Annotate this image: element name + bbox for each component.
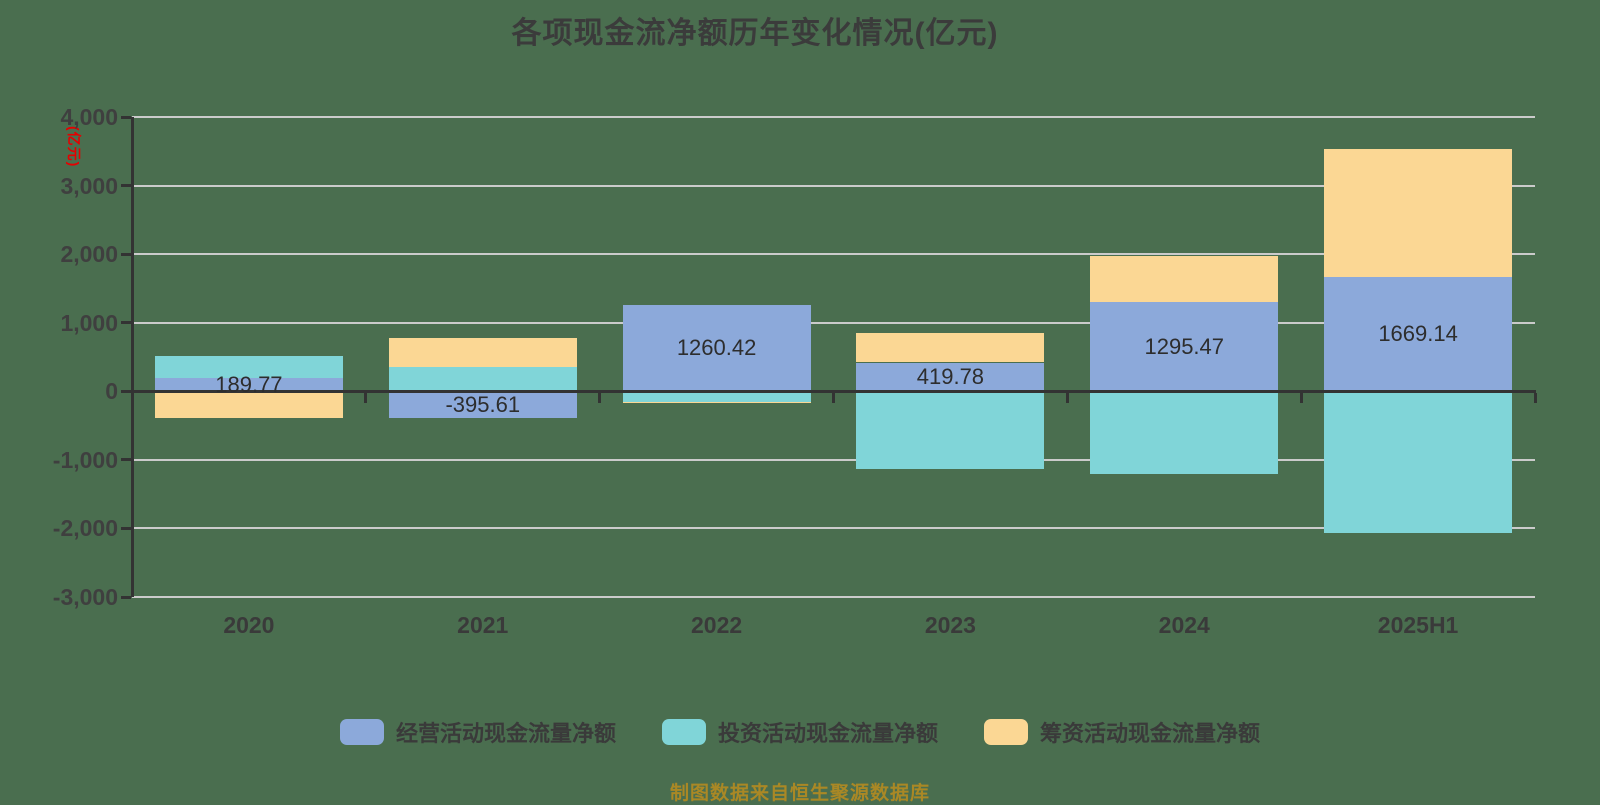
x-tick-label: 2024 (1158, 612, 1210, 638)
x-tick-label: 2022 (690, 612, 743, 638)
bar-segment-financing[interactable] (388, 338, 577, 367)
gridline (132, 458, 1535, 461)
gridline (132, 116, 1535, 118)
bar-segment-financing[interactable] (622, 401, 811, 404)
bar-segment-investing[interactable] (154, 356, 343, 379)
legend-label: 投资活动现金流量净额 (717, 721, 938, 746)
bar-segment-investing[interactable] (856, 391, 1045, 470)
bar-value-label: 1669.14 (1378, 321, 1458, 347)
x-axis-tick (1533, 392, 1537, 403)
x-axis-tick (598, 392, 602, 403)
x-axis-tick (832, 392, 835, 403)
y-axis-tick (121, 321, 131, 325)
gridline (132, 321, 1535, 324)
x-tick-label: 2020 (223, 612, 275, 638)
legend-swatch-operating (339, 719, 384, 745)
bar-segment-investing[interactable] (1090, 391, 1279, 474)
y-tick-label: 0 (105, 378, 118, 405)
y-axis-tick (121, 458, 131, 462)
chart-title: 各项现金流净额历年变化情况(亿元) (511, 17, 999, 50)
bar-segment-investing[interactable] (1324, 391, 1513, 533)
bar-segment-operating[interactable] (1090, 302, 1279, 392)
y-tick-label: -2,000 (52, 515, 118, 542)
legend-item-financing[interactable]: 筹资活动现金流量净额 (984, 716, 1260, 748)
bar-value-label: 419.78 (916, 363, 985, 389)
legend-item-operating[interactable]: 经营活动现金流量净额 (339, 716, 616, 748)
bar-value-label: 1295.47 (1144, 333, 1225, 359)
x-axis-line (131, 389, 1536, 393)
gridline (132, 527, 1535, 530)
y-axis-tick (121, 184, 131, 188)
x-tick-label: 2021 (457, 612, 509, 638)
x-axis-tick (1299, 392, 1303, 403)
bar-value-label: 189.77 (215, 371, 283, 397)
x-tick-label: 2023 (924, 612, 976, 638)
y-axis-tick (121, 252, 131, 256)
gridline (132, 596, 1535, 598)
legend-swatch-financing (984, 719, 1028, 745)
bar-value-label: 1260.42 (676, 335, 757, 361)
y-tick-label: 2,000 (60, 241, 118, 268)
bar-value-label: -395.61 (445, 391, 521, 417)
legend-swatch-investing (661, 719, 706, 745)
bar-segment-financing[interactable] (856, 333, 1045, 363)
bar-segment-financing[interactable] (1324, 149, 1513, 277)
legend: 经营活动现金流量净额 投资活动现金流量净额 筹资活动现金流量净额 (0, 716, 1600, 748)
data-source-note: 制图数据来自恒生聚源数据库 (669, 783, 930, 804)
y-tick-label: 1,000 (60, 309, 118, 336)
y-axis-tick (121, 115, 131, 119)
legend-item-investing[interactable]: 投资活动现金流量净额 (661, 716, 938, 748)
bar-segment-operating[interactable] (856, 362, 1045, 392)
x-axis-tick (1065, 392, 1069, 403)
y-axis-unit-label: (亿元) (66, 126, 82, 168)
bar-segment-operating[interactable] (622, 304, 811, 392)
bar-segment-operating[interactable] (1324, 276, 1513, 392)
y-tick-label: 3,000 (60, 172, 118, 199)
bar-segment-operating[interactable] (388, 391, 577, 419)
y-tick-label: -1,000 (52, 446, 118, 473)
y-axis-tick (121, 595, 131, 599)
bar-segment-operating[interactable] (154, 378, 343, 392)
legend-label: 经营活动现金流量净额 (395, 721, 616, 746)
x-axis-tick (364, 392, 368, 403)
bar-segment-investing[interactable] (388, 366, 577, 392)
y-tick-label: -3,000 (52, 584, 118, 610)
bar-segment-investing[interactable] (622, 391, 811, 402)
x-axis-tick (130, 392, 134, 403)
x-tick-label: 2025H1 (1377, 612, 1459, 638)
bar-segment-financing[interactable] (1090, 255, 1279, 303)
y-axis-line (131, 117, 134, 597)
gridline (132, 184, 1535, 187)
y-axis-tick (121, 389, 131, 393)
y-axis-tick (121, 526, 131, 530)
bar-segment-financing[interactable] (154, 391, 343, 419)
y-tick-label: 4,000 (60, 104, 118, 130)
gridline (132, 253, 1535, 256)
legend-label: 筹资活动现金流量净额 (1040, 721, 1261, 746)
